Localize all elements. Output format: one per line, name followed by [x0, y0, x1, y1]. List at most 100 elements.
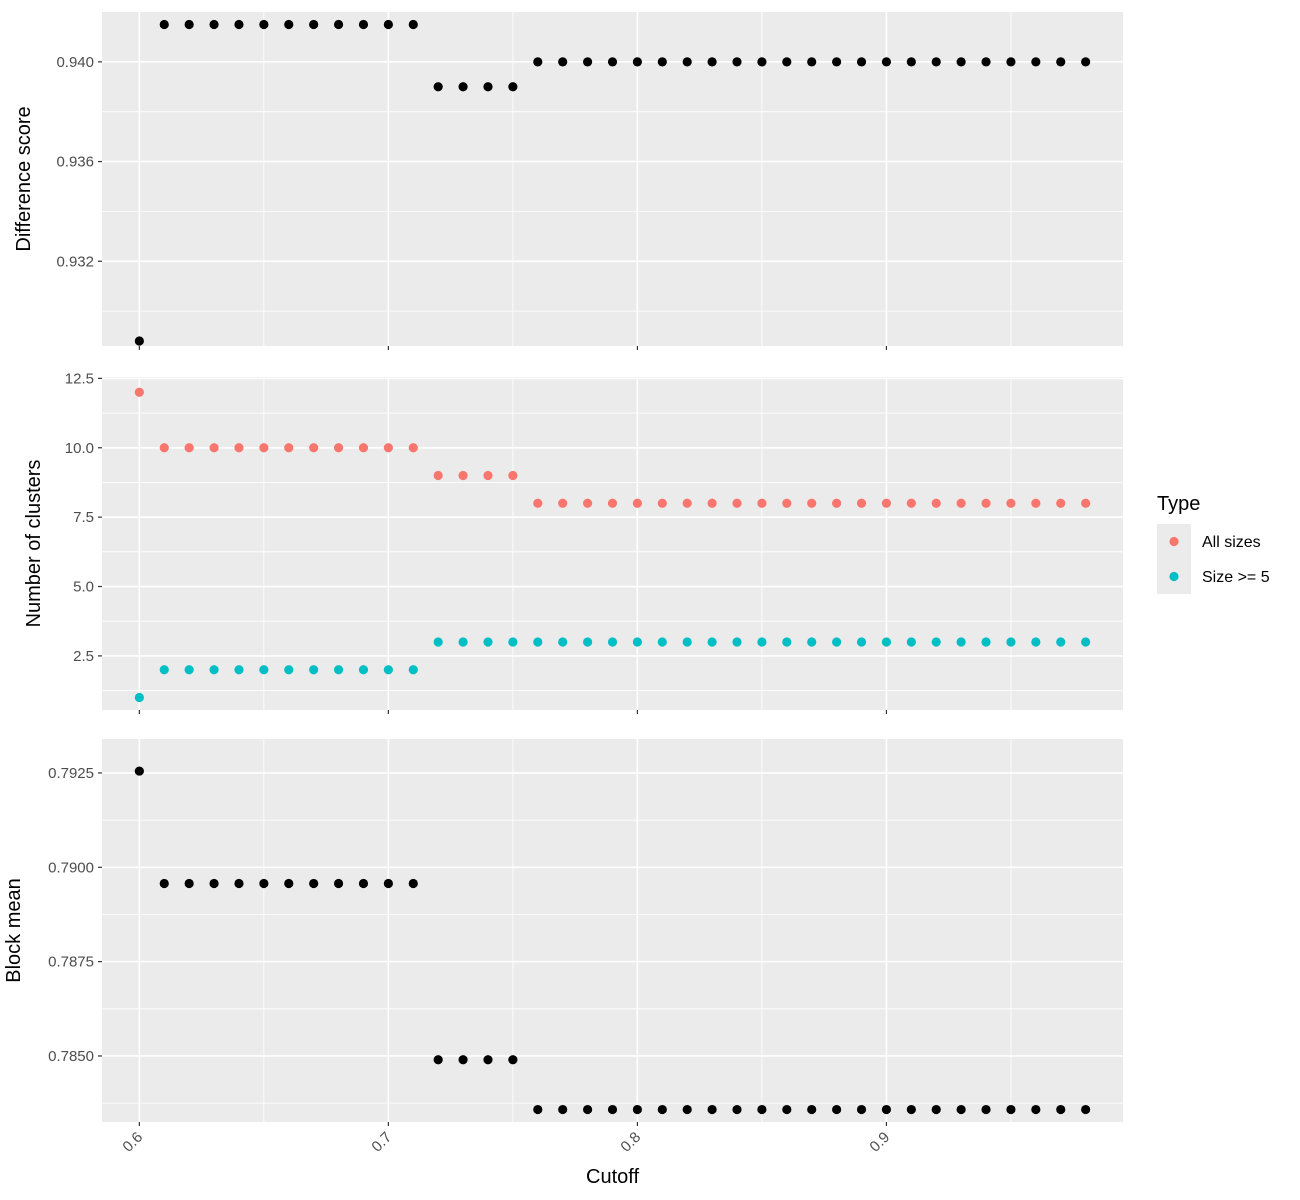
data-point — [284, 665, 294, 675]
y-tick-label: 0.936 — [56, 154, 94, 171]
data-point — [931, 637, 941, 647]
data-point — [632, 1104, 643, 1115]
data-point — [1006, 57, 1016, 67]
x-axis-title: Cutoff — [586, 1166, 639, 1188]
data-point — [981, 498, 991, 508]
data-point — [483, 82, 493, 92]
data-point — [807, 1104, 817, 1115]
data-point — [732, 498, 742, 508]
data-point — [856, 57, 867, 67]
data-point — [309, 19, 319, 30]
data-point — [582, 1104, 593, 1115]
data-point — [1081, 1104, 1091, 1115]
data-point — [1081, 637, 1091, 647]
data-point — [632, 498, 643, 508]
legend: Type All sizes Size >= 5 — [1157, 493, 1270, 594]
data-point — [881, 1104, 892, 1115]
data-point — [757, 498, 767, 508]
data-point — [582, 498, 593, 508]
data-point — [732, 637, 742, 647]
data-point — [732, 57, 742, 67]
data-point — [309, 665, 319, 675]
panel-background — [102, 12, 1123, 346]
y-tick-label: 0.7850 — [48, 1048, 94, 1065]
data-point — [134, 692, 144, 703]
panel-background — [102, 377, 1123, 710]
data-point — [508, 470, 518, 481]
y-tick-label: 0.7925 — [48, 765, 94, 782]
data-point — [906, 637, 916, 647]
panel-difference-score: 0.932 0.936 0.940 Difference score — [13, 12, 1123, 350]
data-point — [508, 82, 518, 92]
data-point — [832, 57, 842, 67]
data-point — [632, 637, 643, 647]
data-point — [1006, 498, 1016, 508]
data-point — [408, 878, 418, 889]
data-point — [508, 1055, 518, 1065]
data-point — [1056, 498, 1066, 508]
data-point — [1081, 498, 1091, 508]
panel-background — [102, 739, 1123, 1122]
data-point — [707, 1104, 717, 1115]
data-point — [558, 57, 568, 67]
y-tick-label: 12.5 — [65, 370, 94, 387]
panel-number-of-clusters: 2.5 5.0 7.5 10.0 12.5 Number of clusters — [23, 370, 1123, 714]
data-point — [383, 19, 393, 30]
data-point — [832, 637, 842, 647]
data-point — [956, 57, 966, 67]
data-point — [234, 19, 244, 30]
data-point — [134, 387, 144, 397]
data-point — [856, 1104, 867, 1115]
data-point — [782, 57, 792, 67]
data-point — [1031, 637, 1041, 647]
data-point — [707, 57, 717, 67]
data-point — [682, 498, 692, 508]
data-point — [732, 1104, 742, 1115]
data-point — [1081, 57, 1091, 67]
data-point — [358, 19, 369, 30]
data-point — [533, 498, 543, 508]
data-point — [209, 878, 219, 889]
data-point — [657, 1104, 667, 1115]
legend-label: All sizes — [1202, 534, 1261, 551]
y-tick-label: 0.932 — [56, 253, 94, 270]
data-point — [358, 665, 369, 675]
x-tick-label: 0.7 — [368, 1129, 395, 1156]
data-point — [981, 57, 991, 67]
data-point — [632, 57, 643, 67]
data-point — [906, 1104, 916, 1115]
data-point — [383, 878, 393, 889]
data-point — [383, 665, 393, 675]
data-point — [881, 498, 892, 508]
data-point — [657, 57, 667, 67]
data-point — [209, 19, 219, 30]
x-tick-label: 0.8 — [617, 1129, 644, 1156]
data-point — [558, 1104, 568, 1115]
data-point — [309, 878, 319, 889]
data-point — [1056, 1104, 1066, 1115]
data-point — [234, 443, 244, 453]
data-point — [309, 443, 319, 453]
data-point — [433, 470, 443, 481]
data-point — [458, 1055, 468, 1065]
data-point — [881, 57, 892, 67]
data-point — [333, 19, 344, 30]
data-point — [209, 665, 219, 675]
data-point — [184, 19, 194, 30]
data-point — [184, 443, 194, 453]
data-point — [1056, 637, 1066, 647]
data-point — [807, 498, 817, 508]
data-point — [134, 336, 144, 346]
data-point — [981, 637, 991, 647]
data-point — [284, 443, 294, 453]
y-tick-label: 0.7875 — [48, 954, 94, 971]
y-tick-label: 7.5 — [73, 509, 94, 526]
data-point — [956, 1104, 966, 1115]
data-point — [259, 878, 269, 889]
data-point — [259, 19, 269, 30]
data-point — [184, 665, 194, 675]
data-point — [1031, 1104, 1041, 1115]
data-point — [458, 470, 468, 481]
y-tick-label: 2.5 — [73, 648, 94, 665]
